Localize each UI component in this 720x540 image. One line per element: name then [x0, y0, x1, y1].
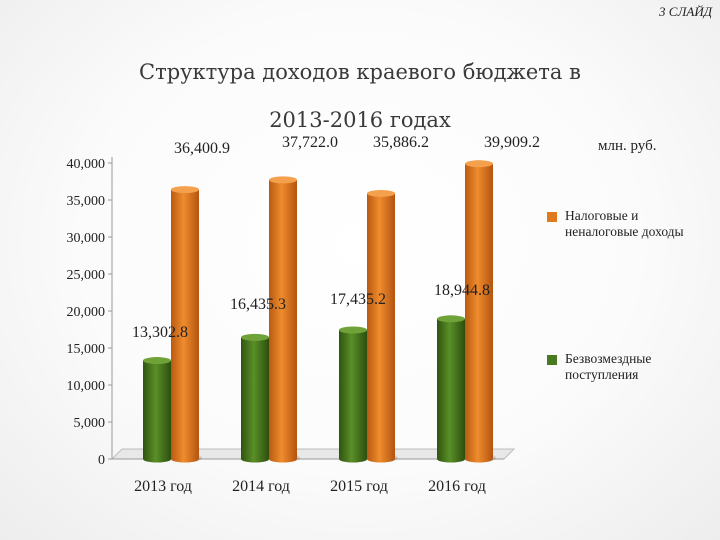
bar-top-cap — [437, 315, 465, 323]
bar-bottom-cap — [437, 455, 465, 463]
bar-grants-2 — [339, 326, 370, 463]
bar-grants-0 — [143, 357, 174, 463]
bar-body — [269, 179, 297, 460]
bar-grants-1 — [241, 333, 272, 463]
x-tick-label: 2016 год — [428, 478, 486, 495]
bar-top-cap — [143, 357, 171, 365]
data-label: 39,909.2 — [484, 134, 540, 151]
legend-swatch-green — [547, 355, 557, 365]
bar-top-cap — [269, 176, 297, 184]
bar-bottom-cap — [367, 455, 395, 463]
bar-top-cap — [367, 189, 395, 197]
bar-bottom-cap — [339, 455, 367, 463]
x-tick-label: 2014 год — [232, 478, 290, 495]
bar-top-cap — [241, 333, 269, 341]
bar-bottom-cap — [465, 455, 493, 463]
bar-grants-3 — [437, 315, 468, 463]
chart-title-line-1: Структура доходов краевого бюджета в — [139, 60, 581, 84]
bar-top-cap — [171, 186, 199, 194]
bar-bottom-cap — [269, 455, 297, 463]
y-tick-label: 20,000 — [67, 305, 106, 320]
y-tick-label: 10,000 — [67, 379, 106, 394]
y-tick-label: 30,000 — [67, 231, 106, 246]
bar-bottom-cap — [241, 455, 269, 463]
y-tick-label: 40,000 — [67, 157, 106, 172]
legend-swatch-orange — [547, 212, 557, 222]
bar-tax-0 — [171, 186, 202, 463]
slide-number-label: 3 СЛАЙД — [659, 4, 712, 19]
legend-label-grants: Безвозмездные поступления — [565, 351, 652, 382]
legend-item-tax: Налоговые и неналоговые доходы — [547, 208, 715, 240]
bar-body — [367, 193, 395, 459]
bar-bottom-cap — [143, 455, 171, 463]
data-label: 17,435.2 — [330, 291, 386, 308]
units-label: млн. руб. — [598, 138, 657, 154]
data-label: 18,944.8 — [434, 282, 490, 299]
data-label: 16,435.3 — [230, 296, 286, 313]
bar-tax-1 — [269, 176, 300, 463]
bar-top-cap — [465, 160, 493, 168]
bar-bottom-cap — [171, 455, 199, 463]
bar-top-cap — [339, 326, 367, 334]
y-tick-label: 5,000 — [74, 416, 106, 431]
y-tick-label: 35,000 — [67, 194, 106, 209]
x-tick-label: 2013 год — [134, 478, 192, 495]
chart-title-line-2: 2013-2016 годах — [269, 108, 451, 132]
data-label: 35,886.2 — [373, 134, 429, 151]
bar-body — [437, 318, 465, 459]
y-tick-label: 25,000 — [67, 268, 106, 283]
x-tick-label: 2015 год — [330, 478, 388, 495]
legend-item-grants: Безвозмездные поступления — [547, 351, 715, 383]
chart-title: Структура доходов краевого бюджета в 201… — [0, 48, 720, 144]
bar-body — [339, 329, 367, 459]
bar-tax-2 — [367, 189, 398, 463]
y-tick-label: 0 — [98, 453, 105, 468]
bar-tax-3 — [465, 160, 496, 463]
bar-body — [241, 337, 269, 459]
data-label: 37,722.0 — [282, 134, 338, 151]
legend-label-tax: Налоговые и неналоговые доходы — [565, 208, 684, 239]
data-label: 13,302.8 — [132, 324, 188, 341]
bar-body — [143, 360, 171, 459]
data-label: 36,400.9 — [174, 140, 230, 157]
bar-body — [465, 163, 493, 459]
y-tick-label: 15,000 — [67, 342, 106, 357]
bar-body — [171, 189, 199, 459]
